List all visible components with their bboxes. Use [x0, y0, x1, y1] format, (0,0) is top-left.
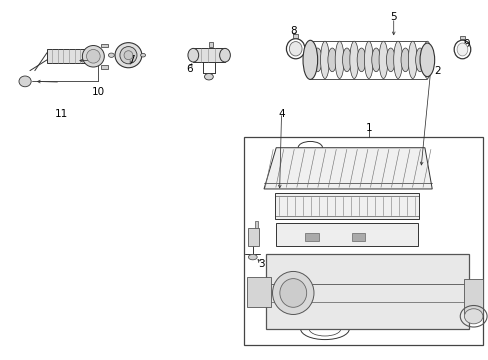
- Ellipse shape: [342, 48, 350, 72]
- Ellipse shape: [349, 41, 358, 78]
- Ellipse shape: [456, 43, 467, 56]
- Bar: [101, 44, 108, 47]
- Ellipse shape: [120, 46, 137, 64]
- Bar: [266, 253, 468, 329]
- Bar: [246, 277, 271, 307]
- Ellipse shape: [327, 48, 336, 72]
- Text: 4: 4: [278, 109, 285, 119]
- Text: 3: 3: [258, 259, 264, 269]
- Ellipse shape: [364, 41, 372, 78]
- Ellipse shape: [313, 48, 322, 72]
- Ellipse shape: [419, 43, 434, 77]
- Bar: [274, 193, 418, 220]
- Bar: [244, 137, 483, 345]
- Text: 9: 9: [462, 39, 468, 49]
- Ellipse shape: [86, 49, 100, 63]
- Ellipse shape: [334, 41, 343, 78]
- Ellipse shape: [386, 48, 394, 72]
- Ellipse shape: [19, 76, 31, 87]
- Bar: [193, 48, 224, 62]
- Ellipse shape: [407, 41, 416, 78]
- Text: 2: 2: [433, 66, 440, 76]
- Ellipse shape: [272, 271, 313, 315]
- Bar: [276, 223, 417, 246]
- Ellipse shape: [393, 41, 402, 78]
- Bar: [351, 233, 365, 241]
- Ellipse shape: [320, 41, 329, 78]
- Bar: [459, 36, 464, 40]
- Bar: [293, 34, 298, 38]
- Ellipse shape: [356, 48, 365, 72]
- Text: 11: 11: [55, 109, 68, 119]
- Ellipse shape: [248, 255, 257, 260]
- Ellipse shape: [400, 48, 409, 72]
- Text: 8: 8: [289, 26, 296, 36]
- Ellipse shape: [371, 48, 380, 72]
- Text: 6: 6: [186, 64, 193, 74]
- Ellipse shape: [204, 73, 213, 80]
- Ellipse shape: [378, 41, 387, 78]
- Ellipse shape: [219, 48, 230, 62]
- Ellipse shape: [108, 53, 114, 57]
- Ellipse shape: [124, 51, 133, 60]
- Text: 7: 7: [128, 55, 134, 65]
- Bar: [247, 228, 258, 246]
- Bar: [47, 49, 91, 63]
- Ellipse shape: [82, 45, 104, 67]
- Ellipse shape: [279, 279, 306, 307]
- Ellipse shape: [115, 42, 142, 68]
- Ellipse shape: [422, 41, 431, 78]
- Ellipse shape: [303, 40, 317, 80]
- Ellipse shape: [415, 48, 424, 72]
- Ellipse shape: [464, 309, 482, 324]
- Ellipse shape: [187, 48, 198, 62]
- Bar: [101, 65, 108, 69]
- Ellipse shape: [289, 41, 302, 56]
- Bar: [463, 279, 483, 315]
- Ellipse shape: [305, 41, 314, 78]
- Bar: [255, 221, 258, 228]
- Text: 5: 5: [389, 12, 396, 22]
- Bar: [305, 233, 319, 241]
- Text: 1: 1: [365, 123, 371, 133]
- Text: 10: 10: [91, 87, 104, 97]
- Bar: [208, 42, 213, 47]
- Ellipse shape: [141, 53, 145, 57]
- Polygon shape: [264, 148, 431, 189]
